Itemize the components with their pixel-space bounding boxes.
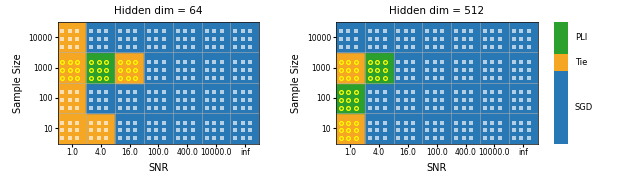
- Bar: [86, 83, 115, 113]
- Bar: [336, 83, 365, 113]
- Bar: [509, 22, 538, 52]
- Bar: [230, 113, 259, 144]
- Y-axis label: Sample Size: Sample Size: [291, 53, 301, 113]
- Bar: [394, 22, 422, 52]
- Bar: [202, 22, 230, 52]
- Bar: [173, 113, 202, 144]
- Bar: [144, 113, 173, 144]
- Bar: [86, 113, 115, 144]
- Bar: [509, 113, 538, 144]
- Bar: [144, 83, 173, 113]
- Bar: [394, 52, 422, 83]
- Bar: [173, 83, 202, 113]
- Bar: [115, 22, 144, 52]
- Bar: [365, 52, 394, 83]
- Bar: [451, 22, 480, 52]
- Bar: [336, 113, 365, 144]
- Bar: [115, 83, 144, 113]
- Bar: [58, 83, 86, 113]
- Bar: [422, 22, 451, 52]
- Bar: [202, 113, 230, 144]
- Bar: [115, 52, 144, 83]
- X-axis label: SNR: SNR: [148, 163, 168, 173]
- Bar: [365, 83, 394, 113]
- Bar: [451, 113, 480, 144]
- X-axis label: SNR: SNR: [427, 163, 447, 173]
- Bar: [230, 22, 259, 52]
- Bar: [394, 83, 422, 113]
- Bar: [422, 83, 451, 113]
- Bar: [480, 22, 509, 52]
- Bar: [451, 52, 480, 83]
- Bar: [394, 113, 422, 144]
- Bar: [509, 52, 538, 83]
- Bar: [336, 22, 365, 52]
- Bar: [144, 52, 173, 83]
- Bar: [365, 113, 394, 144]
- Bar: [202, 83, 230, 113]
- Bar: [58, 22, 86, 52]
- Title: Hidden dim = 64: Hidden dim = 64: [114, 6, 203, 16]
- Bar: [365, 22, 394, 52]
- Bar: [58, 52, 86, 83]
- Bar: [336, 52, 365, 83]
- Bar: [115, 113, 144, 144]
- Bar: [230, 83, 259, 113]
- Bar: [58, 113, 86, 144]
- Bar: [509, 83, 538, 113]
- Bar: [480, 113, 509, 144]
- Bar: [230, 52, 259, 83]
- Bar: [86, 52, 115, 83]
- Text: Tie: Tie: [575, 58, 587, 67]
- Bar: [202, 52, 230, 83]
- Bar: [422, 113, 451, 144]
- Bar: [173, 52, 202, 83]
- Bar: [144, 22, 173, 52]
- Bar: [480, 52, 509, 83]
- Bar: [173, 22, 202, 52]
- Bar: [480, 83, 509, 113]
- Text: PLI: PLI: [575, 33, 587, 42]
- Bar: [451, 83, 480, 113]
- Y-axis label: Sample Size: Sample Size: [13, 53, 23, 113]
- Bar: [86, 22, 115, 52]
- Title: Hidden dim = 512: Hidden dim = 512: [389, 6, 484, 16]
- FancyBboxPatch shape: [554, 54, 568, 71]
- FancyBboxPatch shape: [554, 71, 568, 144]
- Bar: [422, 52, 451, 83]
- Text: SGD: SGD: [575, 103, 593, 112]
- FancyBboxPatch shape: [554, 22, 568, 54]
